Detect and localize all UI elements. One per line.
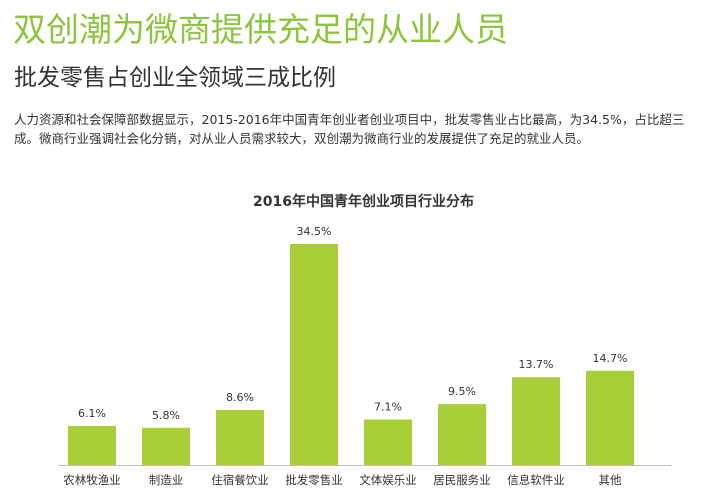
body-paragraph: 人力资源和社会保障部数据显示，2015-2016年中国青年创业者创业项目中，批发… <box>14 110 714 148</box>
data-label: 13.7% <box>519 358 554 371</box>
data-label: 34.5% <box>297 225 332 238</box>
category-label: 制造业 <box>149 473 184 487</box>
bar <box>438 404 486 465</box>
bar <box>216 409 264 465</box>
bar <box>290 244 338 465</box>
category-label: 批发零售业 <box>285 473 343 487</box>
headline: 双创潮为微商提供充足的从业人员 <box>13 10 508 49</box>
category-label: 其他 <box>599 473 622 487</box>
category-label: 农林牧渔业 <box>63 473 121 487</box>
bar <box>364 419 412 465</box>
bar <box>142 427 190 465</box>
data-label: 8.6% <box>226 391 254 404</box>
data-label: 7.1% <box>374 401 402 414</box>
category-label: 居民服务业 <box>433 473 491 487</box>
data-label: 14.7% <box>593 352 628 365</box>
data-label: 9.5% <box>448 385 476 398</box>
bar <box>586 370 634 465</box>
bar <box>512 377 560 465</box>
category-label: 住宿餐饮业 <box>211 473 269 487</box>
bar <box>68 425 116 465</box>
body-line: 成。微商行业强调社会化分销，对从业人员需求较大，双创潮为微商行业的发展提供了充足… <box>14 131 590 146</box>
chart-title: 2016年中国青年创业项目行业分布 <box>253 194 474 210</box>
body-line: 人力资源和社会保障部数据显示，2015-2016年中国青年创业者创业项目中，批发… <box>14 112 685 127</box>
bars-layer: 6.1% 农林牧渔业 5.8% 制造业 8.6% 住宿餐饮业 34.5% 批发零售业 7.1% 文… <box>63 225 634 487</box>
data-label: 5.8% <box>152 409 180 422</box>
data-label: 6.1% <box>78 407 106 420</box>
category-label: 文体娱乐业 <box>359 473 417 487</box>
subheadline: 批发零售占创业全领域三成比例 <box>14 65 336 91</box>
category-label: 信息软件业 <box>507 473 565 487</box>
